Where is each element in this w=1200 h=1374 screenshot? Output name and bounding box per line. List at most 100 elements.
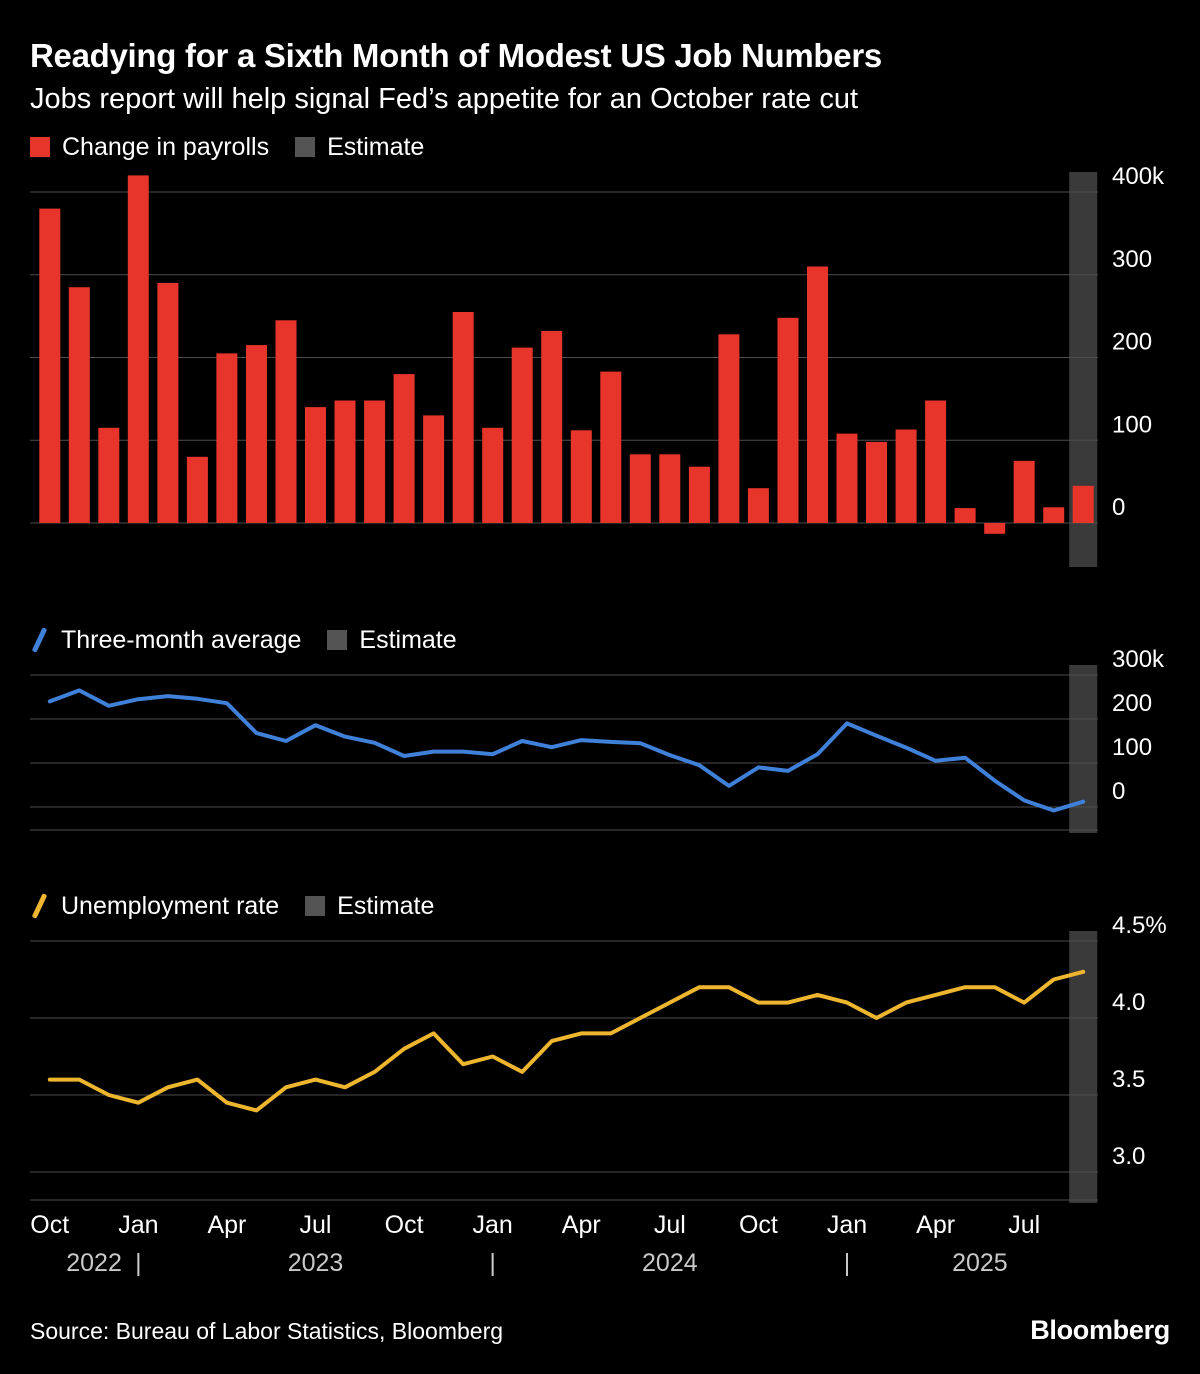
payrolls-bar (629, 454, 651, 523)
payrolls-bar (423, 415, 445, 523)
payrolls-bar (866, 441, 887, 523)
y-axis-label: 200 (1112, 329, 1152, 356)
y-axis-label: 3.5 (1112, 1066, 1145, 1093)
source-text: Source: Bureau of Labor Statistics, Bloo… (30, 1318, 504, 1344)
y-axis-label: 200 (1112, 690, 1152, 717)
payrolls-bar (1013, 460, 1035, 523)
unemployment-panel: Unemployment rate Estimate 4.5% 4.0 3.5 3.0 (0, 891, 1200, 1203)
year-separator: | (489, 1249, 496, 1277)
y-axis-label: 4.0 (1112, 989, 1145, 1016)
y-axis-label: 100 (1112, 734, 1152, 761)
three-month-average-line-chart: 300k 200 100 0 (30, 646, 1165, 833)
estimate-legend-label: Estimate (337, 891, 435, 920)
year-separator: | (843, 1249, 851, 1277)
page-title: Readying for a Sixth Month of Modest US … (30, 37, 882, 74)
x-tick-label: Jan (118, 1211, 159, 1239)
payrolls-bar (68, 287, 90, 523)
payrolls-bar (688, 466, 710, 523)
x-tick-label: Jul (299, 1211, 332, 1239)
payrolls-bar (216, 353, 238, 523)
payrolls-bar (925, 400, 947, 523)
payrolls-bar (541, 331, 563, 523)
estimate-swatch (295, 137, 316, 157)
payrolls-bar (954, 508, 976, 523)
payrolls-bar (1072, 485, 1094, 523)
unemployment-rate-line (47, 969, 1086, 1113)
payrolls-bar (157, 283, 179, 523)
y-axis-label: 0 (1112, 494, 1125, 521)
payrolls-bar (659, 454, 681, 523)
payrolls-bar-chart: 400k 300 200 100 0 (30, 163, 1165, 567)
year-label: 2023 (287, 1249, 344, 1277)
three-month-average-legend-label: Three-month average (61, 625, 302, 654)
payrolls-bar (777, 317, 799, 523)
three-month-average-line (47, 688, 1086, 813)
y-axis-label: 4.5% (1112, 912, 1167, 939)
payrolls-bar (482, 427, 504, 523)
unemployment-line-chart: 4.5% 4.0 3.5 3.0 (30, 912, 1167, 1203)
estimate-swatch (327, 630, 348, 650)
payrolls-bar (1043, 507, 1065, 523)
payrolls-bar (275, 320, 297, 523)
payrolls-bar (334, 400, 356, 523)
payrolls-legend-label: Change in payrolls (62, 132, 270, 161)
estimate-band (1069, 931, 1098, 1203)
x-axis: Oct Jan Apr Jul Oct Jan Apr Jul Oct Jan Apr Jul 2022… (0, 1203, 1200, 1283)
payrolls-bar (600, 371, 622, 523)
x-tick-label: Jul (1008, 1211, 1041, 1239)
payrolls-bar (305, 407, 326, 523)
estimate-swatch (305, 896, 326, 916)
payrolls-bar (570, 430, 592, 523)
payrolls-bar (718, 334, 740, 523)
payrolls-bar (364, 400, 386, 523)
payrolls-bar (511, 347, 533, 523)
payrolls-bar (393, 374, 415, 523)
x-tick-label: Jul (653, 1211, 686, 1239)
x-tick-label: Apr (561, 1211, 601, 1239)
payrolls-bar (452, 312, 474, 523)
three-month-average-line-marker (31, 627, 48, 653)
y-axis-label: 400k (1112, 163, 1165, 190)
bloomberg-logo: Bloomberg (1030, 1315, 1170, 1345)
payrolls-bar (836, 433, 858, 523)
x-tick-label: Apr (916, 1211, 956, 1239)
x-tick-label: Oct (738, 1211, 778, 1239)
payrolls-bar (246, 345, 267, 523)
y-axis-label: 100 (1112, 411, 1152, 438)
y-axis-label: 3.0 (1112, 1143, 1145, 1170)
x-tick-label: Apr (207, 1211, 247, 1239)
payrolls-bar (807, 266, 828, 523)
payrolls-bar (984, 523, 1006, 534)
chart-header: Readying for a Sixth Month of Modest US … (0, 0, 1200, 116)
payrolls-bar (127, 175, 149, 523)
estimate-band (1069, 665, 1098, 833)
page-subtitle: Jobs report will help signal Fed’s appet… (30, 83, 859, 115)
payrolls-bar (186, 456, 208, 523)
x-tick-label: Oct (384, 1211, 424, 1239)
chart-footer: Source: Bureau of Labor Statistics, Bloo… (0, 1283, 1200, 1346)
unemployment-line-marker (31, 893, 48, 919)
payrolls-bar (747, 488, 769, 523)
x-tick-label: Jan (472, 1211, 513, 1239)
payrolls-bar (98, 427, 120, 523)
unemployment-legend: Unemployment rate Estimate (0, 891, 1200, 921)
year-label: 2022 (66, 1249, 122, 1277)
x-tick-label: Oct (30, 1211, 70, 1239)
payrolls-series-swatch (30, 137, 50, 157)
y-axis-label: 300k (1112, 646, 1165, 673)
y-axis-label: 0 (1112, 778, 1125, 805)
estimate-legend-label: Estimate (359, 625, 457, 654)
estimate-legend-label: Estimate (327, 132, 425, 161)
three-month-average-legend: Three-month average Estimate (0, 625, 1200, 655)
payrolls-bar (895, 429, 917, 523)
y-axis-label: 300 (1112, 246, 1152, 273)
payrolls-legend: Change in payrolls Estimate (0, 132, 1200, 162)
payrolls-panel: Change in payrolls Estimate 400k 300 200 10… (0, 132, 1200, 567)
three-month-average-panel: Three-month average Estimate 300k 200 100 0 (0, 625, 1200, 833)
year-label: 2024 (642, 1249, 698, 1277)
year-separator: | (135, 1249, 142, 1277)
unemployment-legend-label: Unemployment rate (61, 891, 280, 920)
year-label: 2025 (952, 1249, 1008, 1277)
x-tick-label: Jan (826, 1211, 868, 1239)
